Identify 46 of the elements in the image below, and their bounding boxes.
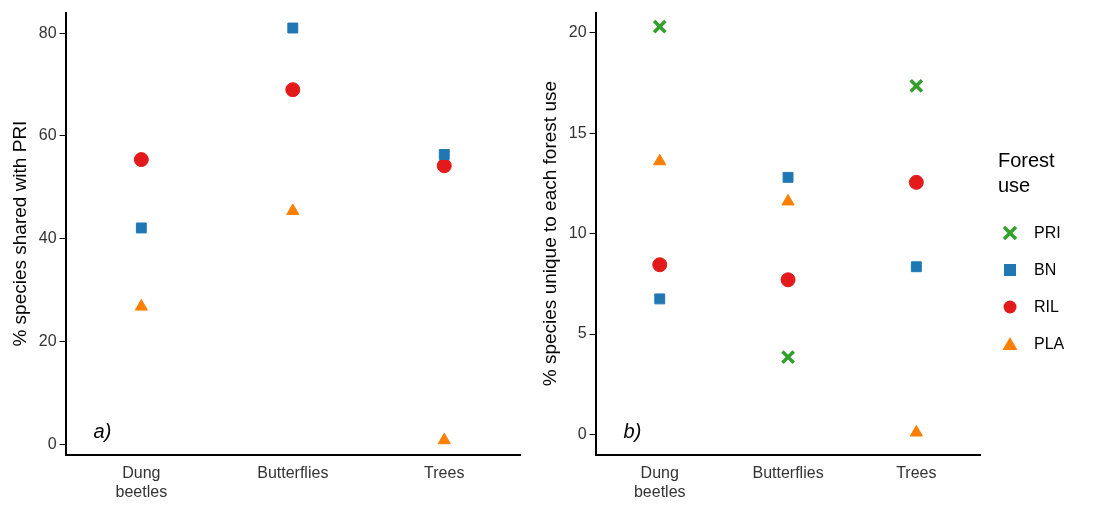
- point: [780, 272, 796, 288]
- point: [909, 425, 923, 437]
- x-tick-label: Dung beetles: [633, 463, 686, 500]
- point: [910, 261, 922, 273]
- point: [437, 432, 451, 445]
- x-tick-label: Trees: [424, 463, 465, 481]
- point: [654, 293, 666, 305]
- y-axis-title: % species unique to each forest use: [538, 80, 560, 387]
- y-axis-title: % species shared with PRI: [8, 120, 30, 347]
- point: [133, 152, 149, 168]
- legend-label: BN: [1034, 260, 1057, 279]
- y-tick-label: 40: [38, 229, 57, 247]
- point: [285, 82, 301, 98]
- y-tick-label: 20: [568, 23, 587, 41]
- point: [135, 222, 147, 234]
- point: [287, 22, 299, 34]
- y-tick-label: 10: [568, 224, 587, 242]
- point: [134, 299, 148, 311]
- point: [908, 174, 924, 190]
- point: [653, 153, 667, 166]
- point: [436, 158, 452, 174]
- y-tick-label: 80: [38, 23, 57, 41]
- point: [782, 171, 794, 183]
- y-tick-label: 15: [568, 123, 587, 141]
- legend-label: PRI: [1034, 223, 1061, 242]
- x-tick-label: Dung beetles: [115, 463, 168, 500]
- legend-label: PLA: [1034, 334, 1065, 353]
- x-tick-label: Trees: [896, 463, 937, 481]
- annotation: a): [93, 420, 112, 443]
- point: [908, 78, 924, 94]
- y-tick-label: 0: [577, 424, 587, 442]
- x-tick-label: Butterflies: [257, 463, 329, 481]
- point: [286, 203, 300, 215]
- legend-title: Forest use: [998, 148, 1056, 198]
- point: [652, 19, 668, 35]
- point: [781, 193, 795, 206]
- y-tick-label: 5: [577, 324, 587, 342]
- annotation: b): [623, 420, 642, 443]
- y-tick-label: 0: [47, 434, 57, 452]
- point: [780, 349, 796, 365]
- legend-label: RIL: [1034, 297, 1059, 316]
- y-tick-label: 20: [38, 331, 57, 349]
- x-tick-label: Butterflies: [752, 463, 824, 481]
- point: [438, 149, 450, 160]
- point: [652, 257, 668, 273]
- y-tick-label: 60: [38, 126, 57, 144]
